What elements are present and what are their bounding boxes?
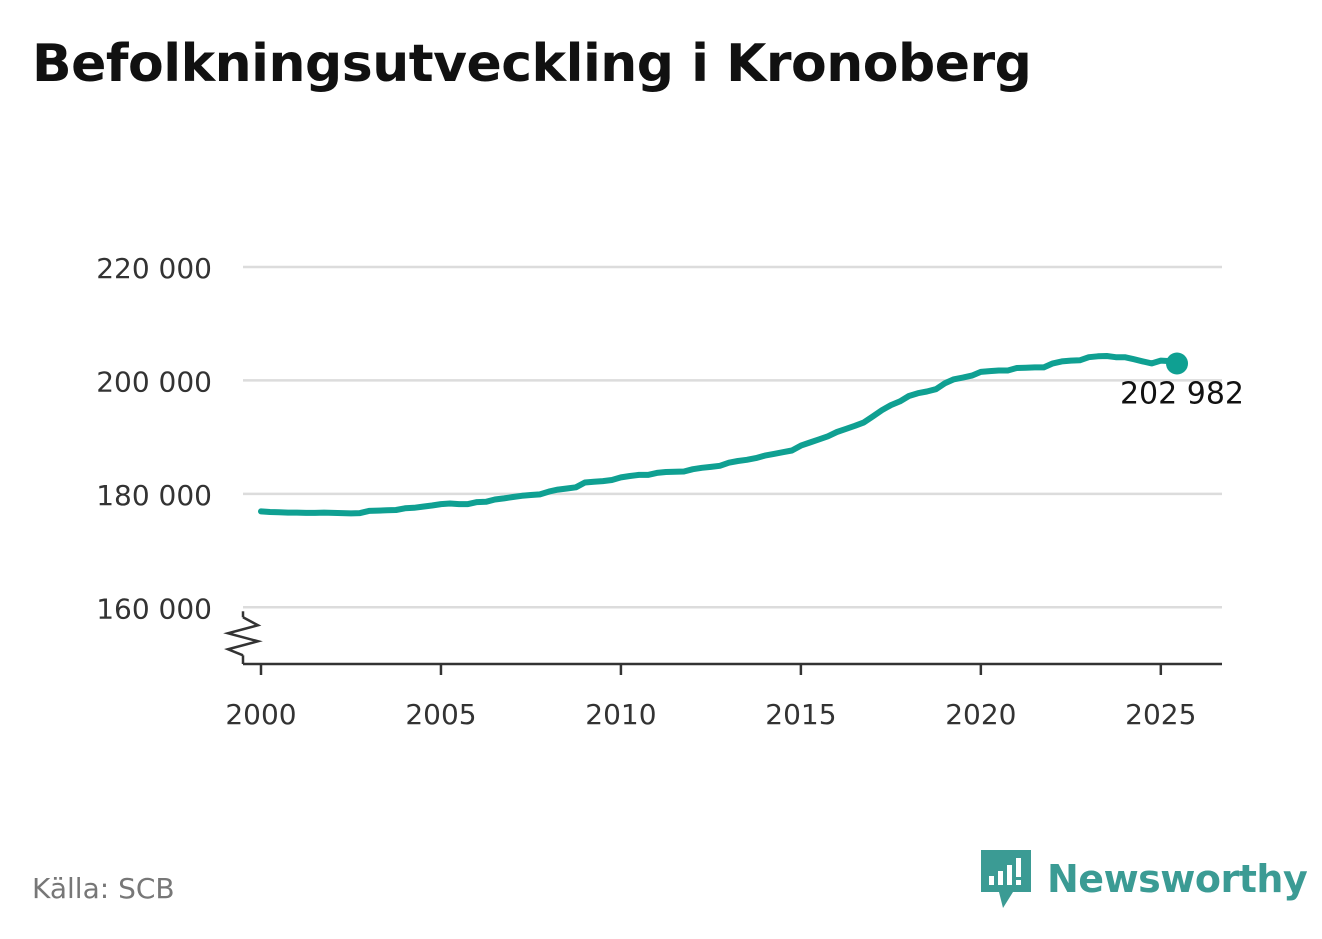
x-tick-label: 2010 [585, 698, 656, 731]
series-layer [258, 353, 1180, 517]
x-tick-label: 2000 [225, 698, 296, 731]
data-label-layer: 202 982 [1120, 352, 1244, 412]
axes [223, 611, 1222, 675]
end-point-marker [1166, 352, 1189, 375]
y-tick-label: 180 000 [96, 479, 212, 512]
x-tick-label: 2005 [405, 698, 476, 731]
x-tick-label: 2015 [765, 698, 836, 731]
x-axis-tick-labels: 2000 2005 2010 2015 2020 2025 [225, 698, 1196, 731]
y-tick-label: 220 000 [96, 252, 212, 285]
y-tick-label: 160 000 [96, 592, 212, 625]
gridlines [243, 265, 1222, 609]
x-tick-label: 2025 [1125, 698, 1196, 731]
source-credit: Källa: SCB [32, 872, 175, 905]
newsworthy-logo[interactable]: Newsworthy [981, 850, 1308, 908]
end-value-label: 202 982 [1120, 377, 1244, 412]
y-axis-tick-labels: 160 000 180 000 200 000 220 000 [96, 252, 212, 625]
brand-name: Newsworthy [1047, 857, 1308, 901]
newsworthy-chat-bars-icon [981, 850, 1031, 908]
chart-title: Befolkningsutveckling i Kronoberg [32, 34, 1032, 94]
population-line [258, 353, 1180, 517]
y-tick-label: 200 000 [96, 365, 212, 398]
y-axis-break-mark [223, 616, 263, 657]
x-tick-label: 2020 [945, 698, 1016, 731]
